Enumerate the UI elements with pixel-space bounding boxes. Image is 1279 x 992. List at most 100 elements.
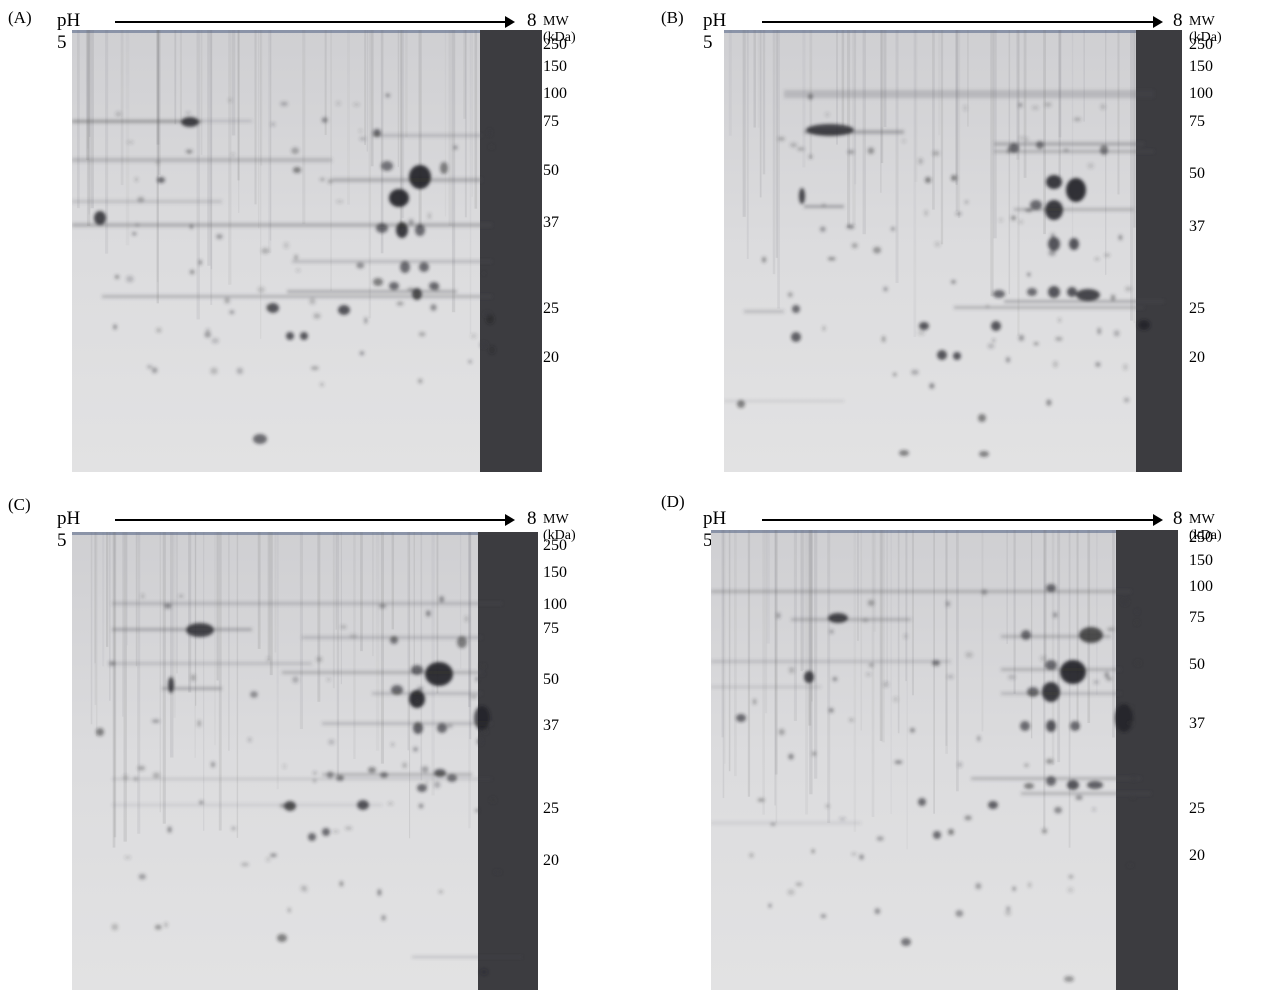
protein-spot	[953, 352, 961, 360]
mw-marker-75: 75	[543, 113, 559, 130]
horizontal-band	[112, 628, 252, 631]
vertical-streak	[368, 30, 372, 319]
vertical-streak	[1068, 530, 1071, 848]
faint-spot	[1127, 720, 1134, 726]
faint-spot	[917, 330, 926, 336]
faint-spot	[353, 102, 360, 107]
faint-spot	[430, 304, 437, 311]
vertical-streak	[375, 532, 380, 751]
faint-spot	[295, 268, 301, 272]
faint-spot	[407, 287, 415, 292]
vertical-streak	[391, 532, 395, 630]
faint-spot	[247, 737, 252, 743]
protein-spot	[925, 177, 931, 183]
faint-spot	[197, 720, 202, 727]
vertical-streak	[854, 30, 857, 185]
faint-spot	[1018, 220, 1024, 224]
vertical-streak	[471, 30, 473, 197]
faint-spot	[156, 327, 162, 333]
mw-marker-100: 100	[1189, 578, 1213, 595]
horizontal-band	[1001, 635, 1111, 638]
protein-spot	[284, 801, 296, 811]
ph-gradient-arrow	[762, 16, 1163, 28]
protein-spot	[396, 222, 408, 238]
vertical-streak	[123, 532, 127, 842]
faint-spot	[848, 718, 854, 722]
faint-spot	[421, 766, 429, 773]
protein-spot	[96, 728, 104, 736]
vertical-streak	[1136, 30, 1182, 472]
faint-spot	[490, 797, 496, 803]
faint-spot	[1024, 136, 1029, 142]
faint-spot	[1067, 887, 1074, 893]
faint-spot	[955, 212, 962, 216]
mw-marker-25: 25	[543, 800, 559, 817]
faint-spot	[1039, 655, 1047, 662]
horizontal-band	[322, 722, 492, 725]
faint-spot	[1005, 356, 1011, 363]
mw-marker-50: 50	[543, 671, 559, 688]
vertical-streak	[914, 30, 918, 183]
vertical-streak	[1057, 530, 1061, 763]
faint-spot	[828, 707, 834, 713]
faint-spot	[345, 826, 353, 831]
mw-marker-75: 75	[1189, 113, 1205, 130]
protein-spot	[1087, 781, 1103, 789]
faint-spot	[1018, 102, 1023, 108]
faint-spot	[776, 612, 781, 619]
faint-spot	[425, 780, 429, 786]
vertical-streak	[126, 532, 128, 646]
vertical-streak	[214, 532, 216, 746]
faint-spot	[1063, 148, 1069, 152]
vertical-streak	[451, 30, 456, 313]
protein-spot	[948, 829, 954, 835]
faint-spot	[167, 826, 172, 833]
protein-spot	[412, 288, 422, 300]
mw-marker-37: 37	[1189, 218, 1205, 235]
faint-spot	[964, 200, 969, 204]
vertical-streak	[380, 532, 384, 764]
faint-spot	[950, 279, 956, 284]
faint-spot	[881, 335, 886, 343]
faint-spot	[846, 224, 855, 229]
mw-title: MW (kDa)	[1189, 14, 1222, 45]
faint-spot	[1127, 863, 1134, 868]
faint-spot	[483, 311, 492, 317]
protein-spot	[457, 636, 467, 648]
protein-spot	[979, 451, 989, 457]
faint-spot	[266, 303, 271, 311]
faint-spot	[326, 771, 334, 779]
vertical-streak	[1130, 30, 1134, 321]
protein-spot	[300, 332, 308, 340]
horizontal-band	[724, 400, 844, 402]
faint-spot	[1045, 758, 1054, 764]
vertical-streak	[464, 30, 467, 218]
vertical-streak	[120, 30, 124, 186]
faint-spot	[359, 137, 366, 141]
protein-spot	[918, 798, 926, 806]
ph-gradient-arrow	[115, 16, 515, 28]
faint-spot	[134, 222, 140, 228]
faint-spot	[335, 101, 341, 106]
vertical-streak	[228, 532, 230, 751]
faint-spot	[205, 328, 211, 333]
ph-start-label: pH 5	[57, 10, 81, 53]
protein-spot	[806, 124, 854, 136]
vertical-streak	[302, 30, 306, 225]
faint-spot	[261, 247, 270, 254]
mw-marker-20: 20	[1189, 349, 1205, 366]
vertical-streak	[955, 30, 958, 185]
vertical-streak	[237, 30, 240, 181]
protein-spot	[978, 414, 986, 422]
vertical-streak	[1030, 530, 1033, 739]
faint-spot	[1018, 334, 1025, 342]
protein-spot	[791, 332, 801, 342]
faint-spot	[377, 889, 382, 896]
vertical-streak	[347, 30, 350, 205]
vertical-streak	[366, 30, 368, 152]
gel-background	[724, 30, 1182, 472]
protein-spot	[951, 175, 957, 181]
faint-spot	[468, 359, 473, 364]
faint-spot	[1005, 909, 1012, 916]
mw-marker-75: 75	[1189, 609, 1205, 626]
